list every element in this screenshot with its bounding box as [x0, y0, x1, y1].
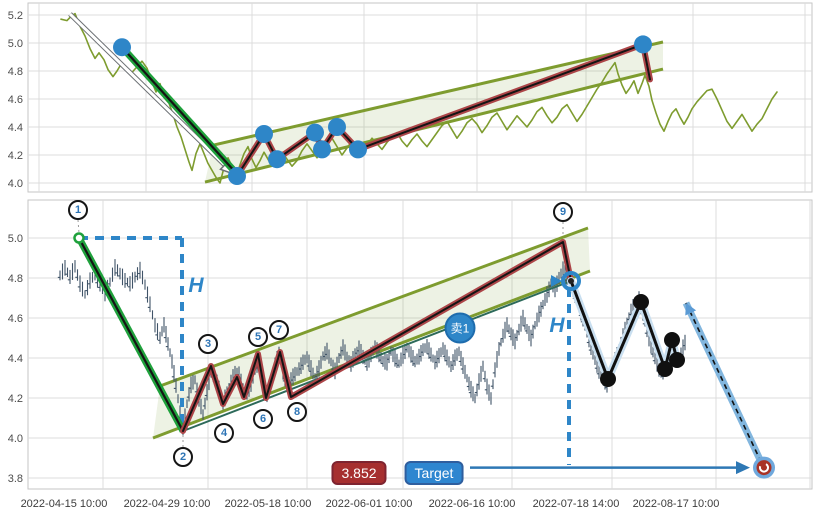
pivot-dot — [313, 140, 331, 159]
y-tick-label: 4.0 — [8, 178, 23, 190]
y-tick-label: 4.0 — [8, 433, 23, 445]
x-tick-label: 2022-08-17 10:00 — [633, 498, 720, 510]
wave-zigzag-core — [182, 241, 572, 432]
start-ring-marker — [73, 232, 85, 244]
y-tick-label: 4.6 — [8, 313, 23, 325]
pivot-dot — [349, 140, 367, 159]
y-tick-label: 4.2 — [8, 150, 23, 162]
panel-detail — [27, 199, 813, 490]
y-tick-label: 4.4 — [8, 122, 23, 134]
measure-trend-line — [182, 280, 572, 432]
projection-line-core — [685, 302, 764, 467]
y-tick-label: 4.2 — [8, 393, 23, 405]
x-tick-label: 2022-06-16 10:00 — [429, 498, 516, 510]
y-tick-label: 4.8 — [8, 66, 23, 78]
target-marker-inner — [756, 460, 772, 476]
y-tick-label: 5.0 — [8, 38, 23, 50]
impulse-line-core — [78, 237, 184, 432]
projection-arrowhead — [685, 303, 697, 316]
pivot-dot — [306, 123, 324, 142]
pivot-dot — [228, 167, 246, 185]
x-tick-label: 2022-05-18 10:00 — [225, 498, 312, 510]
pullback-dot — [600, 371, 616, 387]
channel-upper-line — [159, 226, 589, 388]
y-tick-label: 4.6 — [8, 94, 23, 106]
channel-upper-line — [212, 40, 664, 147]
x-tick-label: 2022-04-15 10:00 — [21, 498, 108, 510]
y-tick-label: 5.2 — [8, 10, 23, 22]
target-arrowhead — [736, 461, 750, 475]
pivot-dot — [255, 125, 273, 143]
downtrend-arrow — [68, 12, 234, 174]
pullback-dot — [664, 332, 680, 348]
y-tick-label: 3.8 — [8, 473, 23, 485]
pivot-dot — [328, 118, 346, 136]
y-tick-label: 4.4 — [8, 353, 23, 365]
impulse-line-core — [121, 46, 238, 175]
h-point-arrow — [551, 275, 562, 287]
label-leader-line — [77, 219, 80, 234]
x-tick-label: 2022-04-29 10:00 — [124, 498, 211, 510]
pullback-dot — [657, 361, 673, 377]
h-point-center — [568, 278, 574, 284]
y-tick-label: 5.0 — [8, 233, 23, 245]
y-tick-label: 4.8 — [8, 273, 23, 285]
pivot-dot — [634, 35, 652, 54]
pivot-dot — [113, 38, 131, 57]
target-marker-swirl — [759, 462, 769, 473]
h-point-ring — [561, 271, 581, 291]
x-tick-label: 2022-06-01 10:00 — [326, 498, 413, 510]
pivot-dot — [268, 150, 286, 169]
x-tick-label: 2022-07-18 14:00 — [533, 498, 620, 510]
pullback-dot — [669, 352, 685, 368]
pullback-dot — [633, 294, 649, 310]
price-line — [60, 12, 778, 184]
